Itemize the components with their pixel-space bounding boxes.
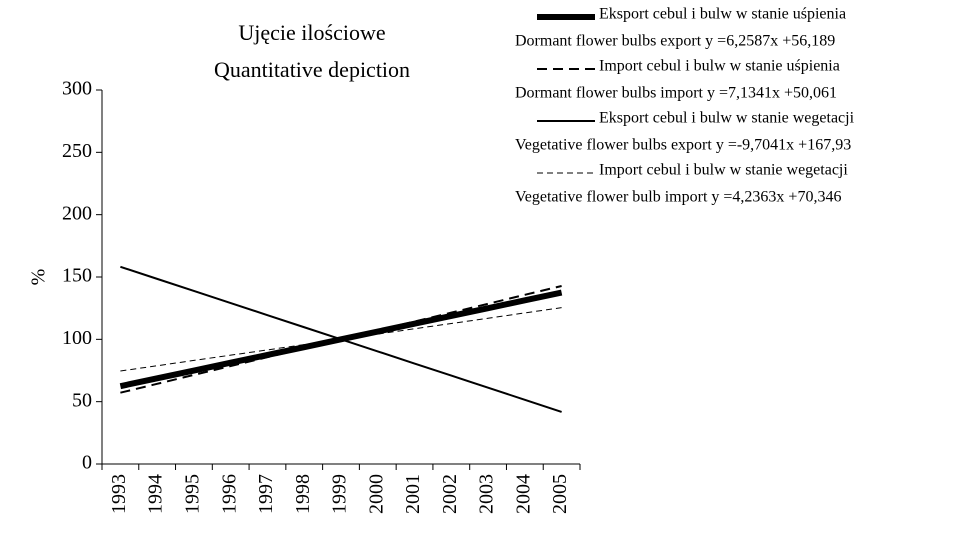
y-tick-label: 50 <box>72 389 92 411</box>
x-tick-label: 1993 <box>108 474 130 514</box>
x-tick-label: 2000 <box>365 474 387 514</box>
x-tick-label: 1996 <box>218 474 240 514</box>
legend-label: Import cebul i bulw w stanie wegetacji <box>599 162 848 179</box>
y-tick-label: 0 <box>82 452 92 474</box>
x-tick-label: 2001 <box>402 474 424 514</box>
legend-label: Eksport cebul i bulw w stanie uśpienia <box>599 6 846 23</box>
legend-equation: Dormant flower bulbs export y =6,2587x +… <box>515 33 835 50</box>
x-tick-label: 2004 <box>512 474 534 514</box>
x-tick-label: 1998 <box>292 474 314 514</box>
y-tick-label: 150 <box>62 265 92 287</box>
legend-label: Import cebul i bulw w stanie uśpienia <box>599 58 840 75</box>
legend-label: Eksport cebul i bulw w stanie wegetacji <box>599 110 855 127</box>
legend-equation: Vegetative flower bulb import y =4,2363x… <box>515 189 841 206</box>
x-tick-label: 2003 <box>476 474 498 514</box>
x-tick-label: 1997 <box>255 474 277 514</box>
y-tick-label: 100 <box>62 327 92 349</box>
x-tick-label: 1994 <box>145 474 167 514</box>
legend-equation: Vegetative flower bulbs export y =-9,704… <box>515 137 851 154</box>
chart-title: Ujęcie ilościowe <box>238 20 385 45</box>
x-tick-label: 1999 <box>329 474 351 514</box>
y-tick-label: 200 <box>62 202 92 224</box>
x-tick-label: 2005 <box>549 474 571 514</box>
series-line <box>119 289 563 390</box>
x-tick-label: 2002 <box>439 474 461 514</box>
y-axis-label: % <box>28 269 50 286</box>
y-tick-label: 250 <box>62 140 92 162</box>
chart-subtitle: Quantitative depiction <box>214 57 410 82</box>
y-tick-label: 300 <box>62 78 92 100</box>
legend-equation: Dormant flower bulbs import y =7,1341x +… <box>515 85 837 102</box>
x-tick-label: 1995 <box>182 474 204 514</box>
